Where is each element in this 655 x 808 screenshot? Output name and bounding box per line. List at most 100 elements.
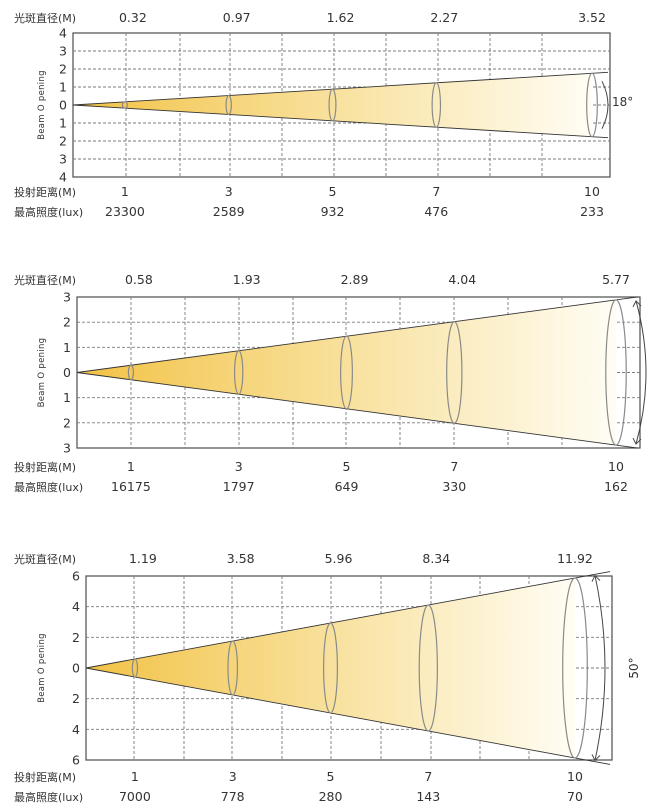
illuminance-value: 649	[335, 479, 359, 494]
diameter-value: 5.96	[325, 551, 353, 566]
distance-value: 3	[225, 184, 233, 199]
y-tick-label: 2	[63, 415, 71, 430]
distance-value: 3	[235, 459, 243, 474]
angle-arc	[601, 81, 609, 129]
beam-ellipse	[586, 72, 598, 138]
beam-edge-upper	[76, 296, 639, 373]
beam-ellipse	[340, 335, 353, 410]
diameter-value: 0.32	[119, 10, 147, 25]
y-tick-label: 0	[63, 365, 71, 380]
distance-value: 5	[343, 459, 351, 474]
beam-angle-label: 18°	[612, 95, 633, 109]
distance-value: 7	[432, 184, 440, 199]
illuminance-label: 最高照度(lux)	[14, 480, 83, 494]
illuminance-value: 932	[321, 204, 345, 219]
y-tick-label: 2	[72, 691, 80, 706]
illuminance-value: 280	[319, 789, 343, 804]
angle-arrow-head	[591, 574, 601, 582]
illuminance-value: 162	[604, 479, 628, 494]
beam-ellipse	[431, 82, 442, 128]
distance-value: 5	[329, 184, 337, 199]
angle-arrow-head	[591, 754, 601, 762]
beam-opening-label: Beam O pening	[37, 338, 47, 408]
beam-cone	[86, 578, 575, 758]
angle-arrow-head	[632, 437, 642, 445]
illuminance-value: 1797	[223, 479, 255, 494]
distance-value: 1	[127, 459, 135, 474]
distance-value: 5	[327, 769, 335, 784]
distance-value: 3	[229, 769, 237, 784]
y-tick-label: 1	[59, 116, 67, 131]
illuminance-value: 233	[580, 204, 604, 219]
beam-edge-upper	[85, 571, 611, 669]
beam-opening-label: Beam O pening	[37, 70, 47, 140]
beam-diagram-3: 6 4 2 0 2 4 6 光斑直径(M) 1.19 3.58 5.96 8.34 11.92 投射距离(…	[14, 551, 641, 804]
beam-edge-upper	[72, 71, 609, 106]
beam-ellipse	[418, 604, 438, 732]
distance-value: 7	[450, 459, 458, 474]
beam-cone	[73, 73, 592, 137]
y-tick-label: 1	[63, 340, 71, 355]
diameter-value: 1.19	[129, 551, 157, 566]
diameter-label: 光斑直径(M)	[14, 552, 76, 566]
y-tick-label: 3	[63, 441, 71, 456]
beam-ellipse	[605, 299, 627, 446]
illuminance-value: 476	[424, 204, 448, 219]
y-tick-label: 3	[59, 152, 67, 167]
illuminance-value: 23300	[105, 204, 145, 219]
y-tick-label: 4	[59, 26, 67, 41]
angle-arrow-head	[632, 300, 642, 308]
distance-label: 投射距离(M)	[14, 770, 76, 784]
y-tick-label: 4	[59, 170, 67, 185]
distance-value: 1	[131, 769, 139, 784]
y-tick-label: 0	[72, 661, 80, 676]
distance-value: 10	[608, 459, 624, 474]
diameter-value: 1.93	[233, 272, 261, 287]
distance-value: 1	[121, 184, 129, 199]
y-tick-label: 1	[59, 80, 67, 95]
diameter-label: 光斑直径(M)	[14, 273, 76, 287]
diameter-value: 3.58	[227, 551, 255, 566]
beam-ellipse	[562, 577, 588, 759]
beam-ellipse	[225, 94, 232, 116]
illuminance-value: 143	[416, 789, 440, 804]
diameter-value: 4.04	[448, 272, 476, 287]
beam-ellipse	[127, 364, 134, 381]
y-tick-label: 2	[72, 630, 80, 645]
beam-ellipse	[121, 101, 129, 109]
beam-ellipse	[227, 640, 239, 696]
beam-angle-label: 50°	[627, 657, 641, 678]
beam-ellipse	[131, 658, 139, 678]
beam-ellipse	[446, 321, 463, 424]
illuminance-value: 778	[221, 789, 245, 804]
y-tick-label: 2	[63, 315, 71, 330]
beam-cone	[77, 299, 616, 446]
y-tick-label: 6	[72, 569, 80, 584]
y-tick-label: 0	[59, 98, 67, 113]
distance-value: 10	[567, 769, 583, 784]
beam-ellipse	[328, 88, 337, 122]
y-tick-label: 6	[72, 753, 80, 768]
distance-label: 投射距离(M)	[14, 460, 76, 474]
beam-opening-label: Beam O pening	[37, 633, 47, 703]
distance-value: 7	[424, 769, 432, 784]
distance-value: 10	[584, 184, 600, 199]
distance-label: 投射距离(M)	[14, 185, 76, 199]
beam-edge-lower	[76, 372, 639, 449]
diameter-value: 2.89	[341, 272, 369, 287]
beam-ellipse	[323, 622, 339, 714]
beam-edge-lower	[85, 667, 611, 765]
y-tick-label: 4	[72, 599, 80, 614]
y-tick-label: 1	[63, 390, 71, 405]
angle-arc	[635, 300, 647, 445]
diameter-value: 2.27	[430, 10, 458, 25]
illuminance-label: 最高照度(lux)	[14, 790, 83, 804]
y-tick-label: 2	[59, 62, 67, 77]
illuminance-value: 70	[567, 789, 583, 804]
diameter-value: 0.58	[125, 272, 153, 287]
y-tick-label: 2	[59, 134, 67, 149]
diameter-label: 光斑直径(M)	[14, 11, 76, 25]
diameter-value: 3.52	[578, 10, 606, 25]
